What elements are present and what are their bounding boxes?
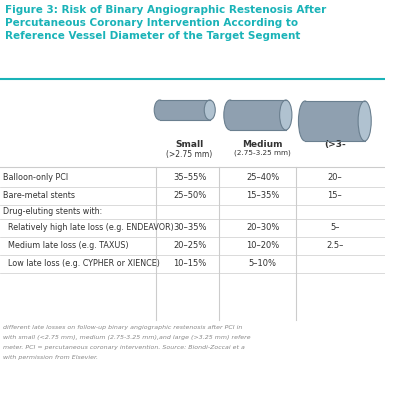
Text: 20–25%: 20–25% <box>173 242 206 250</box>
Bar <box>230 100 286 130</box>
Text: with permission from Elsevier.: with permission from Elsevier. <box>3 355 98 360</box>
Text: Medium late loss (e.g. TAXUS): Medium late loss (e.g. TAXUS) <box>3 242 128 250</box>
Text: Bare-metal stents: Bare-metal stents <box>3 192 75 200</box>
Text: Balloon-only PCI: Balloon-only PCI <box>3 174 68 182</box>
Text: Percutaneous Coronary Intervention According to: Percutaneous Coronary Intervention Accor… <box>5 18 298 28</box>
Text: with small (<2.75 mm), medium (2.75-3.25 mm),and large (>3.25 mm) refere: with small (<2.75 mm), medium (2.75-3.25… <box>3 335 250 340</box>
Text: (>3-: (>3- <box>324 140 346 149</box>
Ellipse shape <box>154 100 165 120</box>
Ellipse shape <box>298 101 312 141</box>
Text: 2.5–: 2.5– <box>326 242 344 250</box>
Text: Small: Small <box>176 140 204 149</box>
Ellipse shape <box>280 100 292 130</box>
Text: different late losses on follow-up binary angiographic restenosis after PCI in: different late losses on follow-up binar… <box>3 325 242 330</box>
Text: 35–55%: 35–55% <box>173 174 206 182</box>
Text: 5–10%: 5–10% <box>249 260 277 268</box>
Text: Reference Vessel Diameter of the Target Segment: Reference Vessel Diameter of the Target … <box>5 31 300 41</box>
Text: Relatively high late loss (e.g. ENDEAVOR): Relatively high late loss (e.g. ENDEAVOR… <box>3 224 174 232</box>
Text: 10–20%: 10–20% <box>246 242 279 250</box>
Text: 30–35%: 30–35% <box>173 224 206 232</box>
Text: Figure 3: Risk of Binary Angiographic Restenosis After: Figure 3: Risk of Binary Angiographic Re… <box>5 5 326 15</box>
Text: 20–30%: 20–30% <box>246 224 279 232</box>
Ellipse shape <box>204 100 215 120</box>
Text: Medium: Medium <box>242 140 283 149</box>
Text: 20–: 20– <box>328 174 342 182</box>
Bar <box>160 100 210 120</box>
Text: Low late loss (e.g. CYPHER or XIENCE): Low late loss (e.g. CYPHER or XIENCE) <box>3 260 160 268</box>
Ellipse shape <box>224 100 236 130</box>
Text: 25–50%: 25–50% <box>173 192 206 200</box>
Text: 15–: 15– <box>328 192 342 200</box>
Text: (2.75-3.25 mm): (2.75-3.25 mm) <box>234 150 291 156</box>
Bar <box>305 101 365 141</box>
Text: 5–: 5– <box>330 224 340 232</box>
Text: meter. PCI = percutaneous coronary intervention. Source: Biondi-Zoccai et a: meter. PCI = percutaneous coronary inter… <box>3 345 245 350</box>
Text: 10–15%: 10–15% <box>173 260 206 268</box>
Text: 15–35%: 15–35% <box>246 192 279 200</box>
Text: Drug-eluting stents with:: Drug-eluting stents with: <box>3 208 102 216</box>
Text: (>2.75 mm): (>2.75 mm) <box>166 150 213 159</box>
Text: 25–40%: 25–40% <box>246 174 279 182</box>
Ellipse shape <box>358 101 371 141</box>
